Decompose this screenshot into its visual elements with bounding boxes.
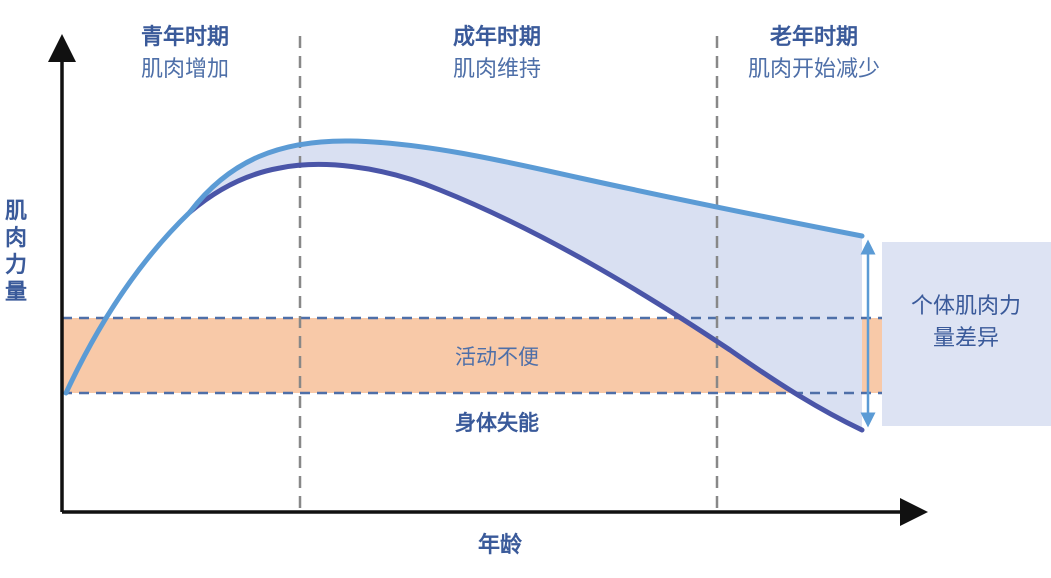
lower-curve <box>187 162 865 433</box>
x-axis-label: 年龄 <box>478 532 523 558</box>
difference-label-line-2: 量差异 <box>933 326 999 351</box>
phase-subtitle-elder: 肌肉开始减少 <box>748 57 880 82</box>
y-axis-label-char-2: 肉 <box>5 226 27 251</box>
phase-title-adult: 成年时期 <box>453 24 541 50</box>
phase-title-youth: 青年时期 <box>141 24 229 50</box>
difference-area <box>190 140 862 431</box>
y-axis-label-char-3: 力 <box>5 253 27 278</box>
phase-title-elder: 老年时期 <box>769 24 858 50</box>
difference-box <box>882 242 1051 426</box>
difference-label-line-1: 个体肌肉力 <box>911 294 1021 319</box>
y-axis-label-char-4: 量 <box>5 280 27 305</box>
y-axis-label-char-1: 肌 <box>5 199 27 224</box>
disability-threshold-label: 身体失能 <box>455 411 539 435</box>
upper-curve <box>63 138 865 396</box>
phase-subtitle-adult: 肌肉维持 <box>453 57 541 82</box>
phase-subtitle-youth: 肌肉增加 <box>141 57 229 82</box>
mobility-band-label: 活动不便 <box>455 345 539 369</box>
